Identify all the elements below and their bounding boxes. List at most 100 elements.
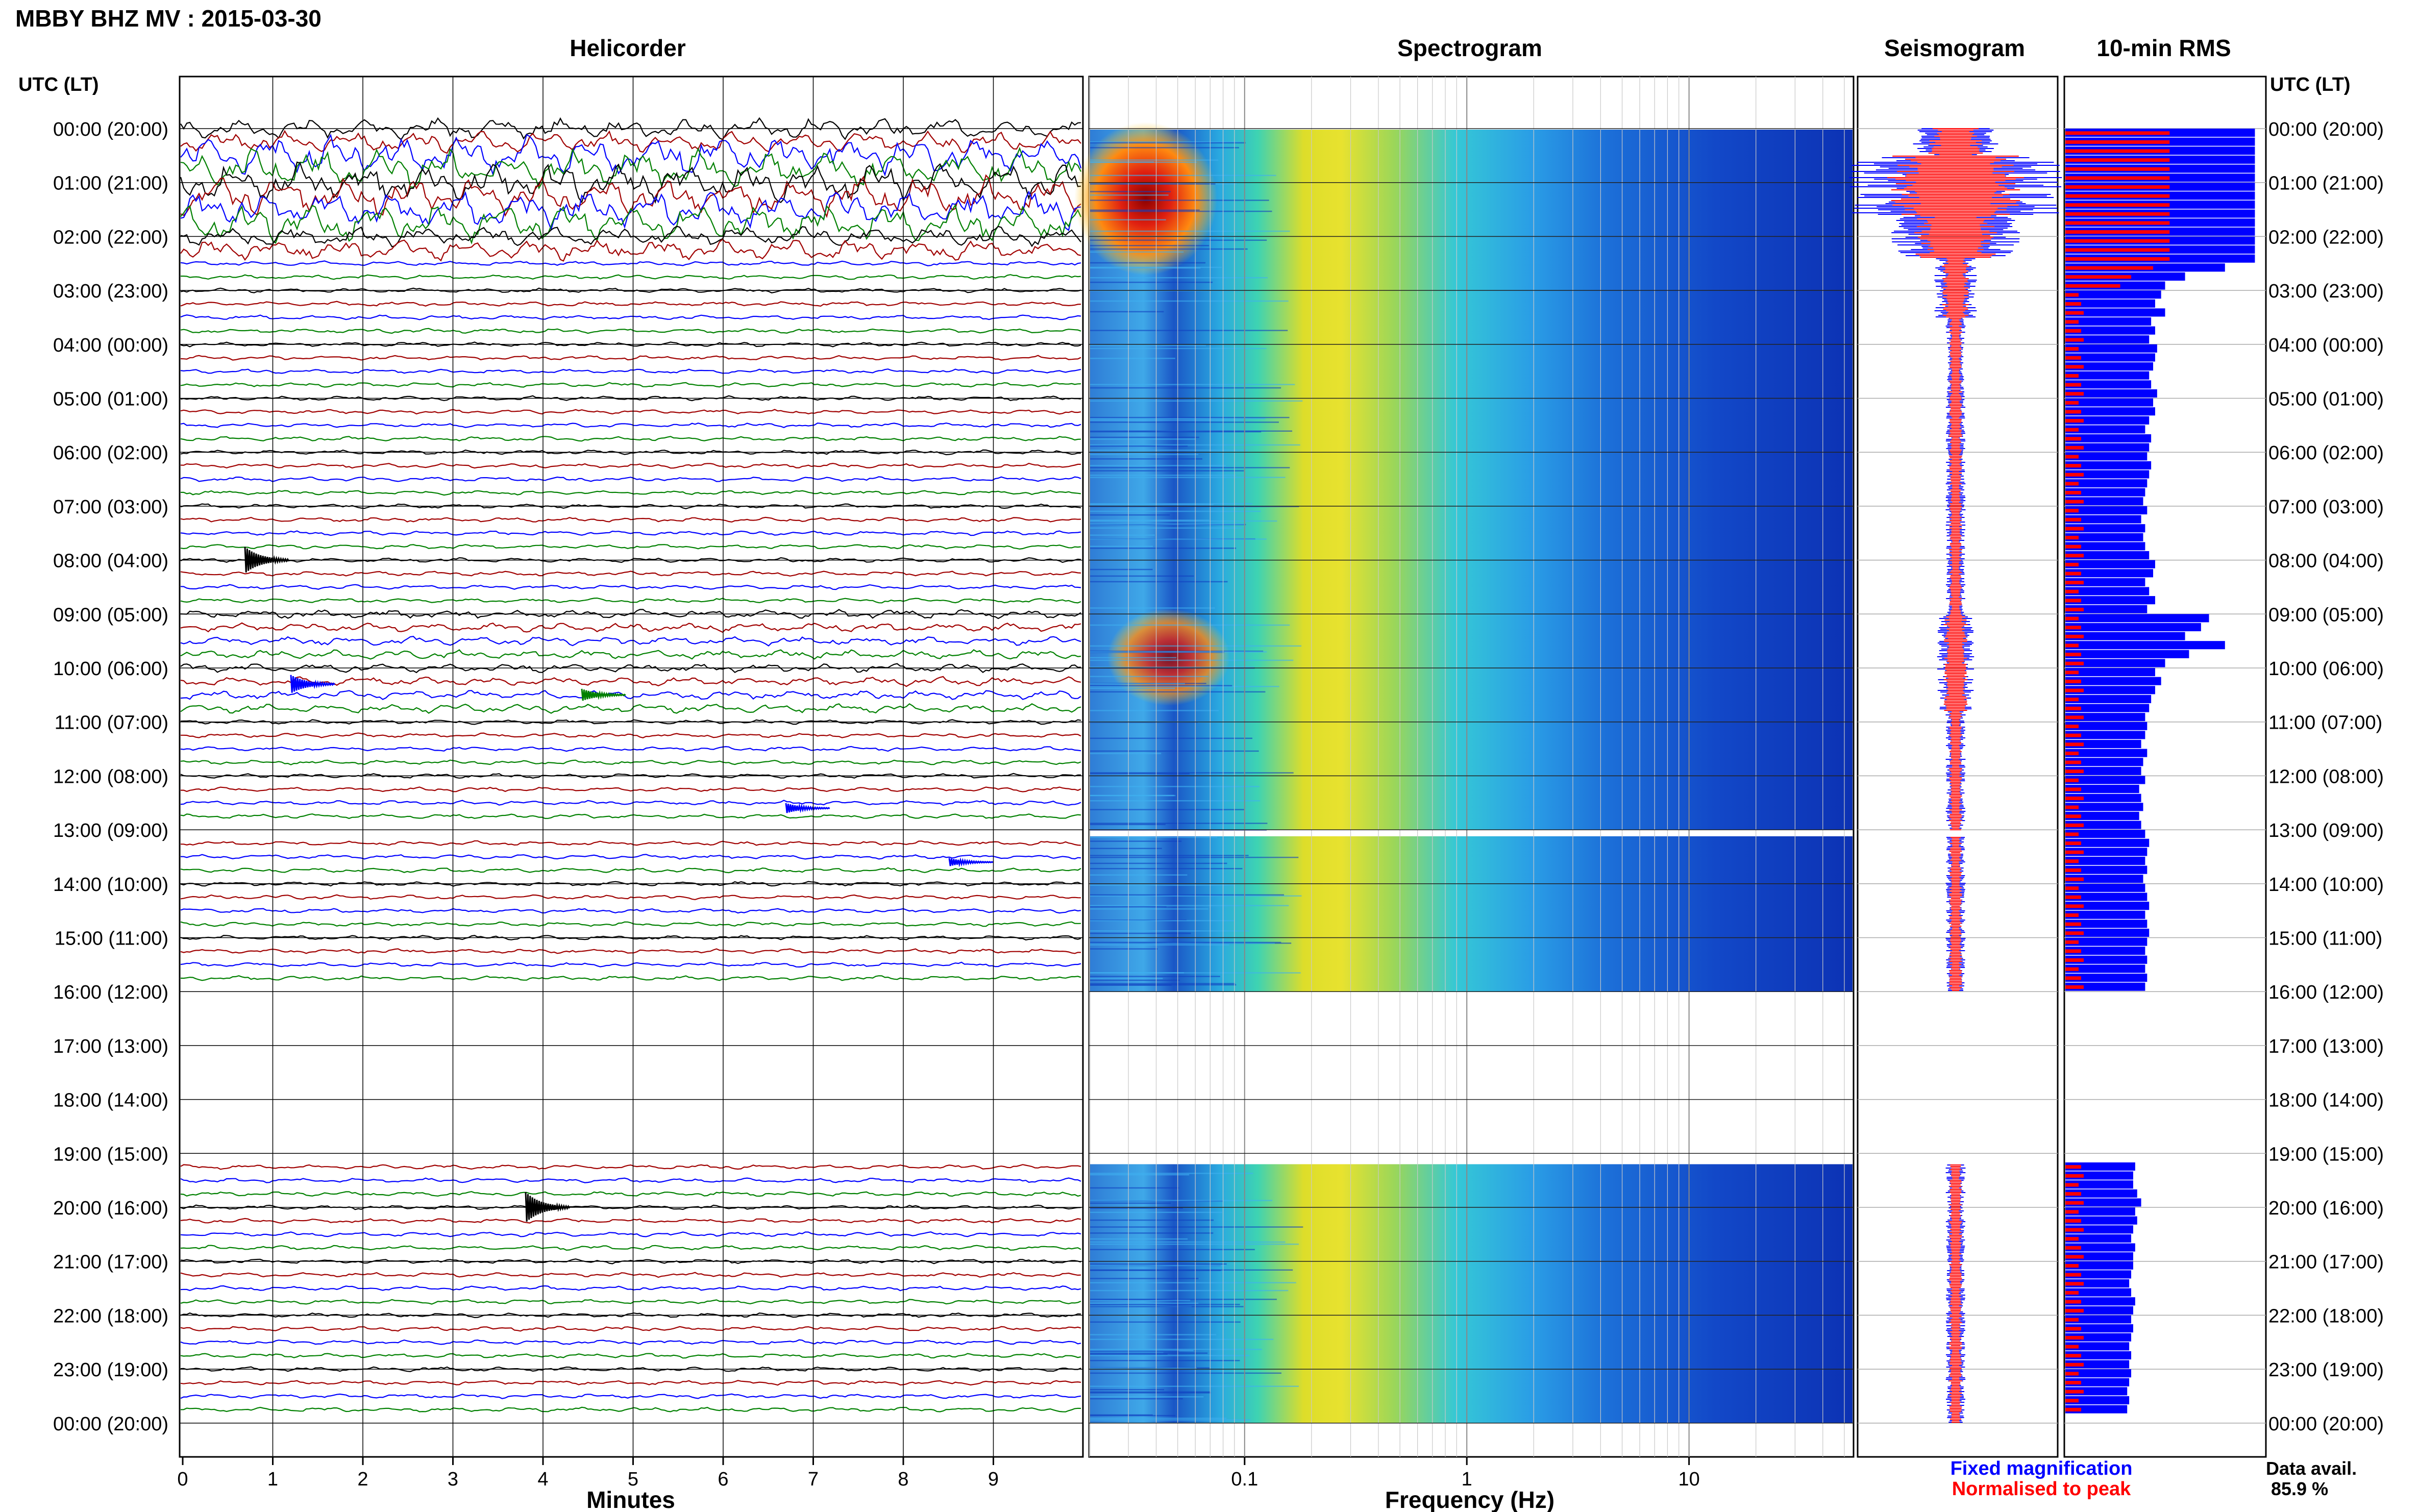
spectrogram-streak xyxy=(1090,1372,1281,1374)
minute-tick-label: 4 xyxy=(537,1469,548,1490)
spectrogram-streak xyxy=(1090,976,1220,977)
spectrogram-streak xyxy=(1090,750,1259,752)
rms-bar xyxy=(2065,668,2155,677)
spectrogram-streak xyxy=(1090,1302,1199,1304)
figure-title: MBBY BHZ MV : 2015-03-30 xyxy=(15,5,322,32)
rms-normalised-bar xyxy=(2065,1201,2084,1205)
helicorder-frame xyxy=(179,76,1084,1458)
hour-label-left: 12:00 (08:00) xyxy=(53,766,168,787)
rms-bar xyxy=(2065,964,2145,973)
rms-bar xyxy=(2065,317,2152,326)
utc-header-left: UTC (LT) xyxy=(18,74,99,95)
rms-normalised-bar xyxy=(2065,1291,2079,1295)
hour-label-right: 02:00 (22:00) xyxy=(2268,227,2384,248)
spectrogram-streak xyxy=(1090,645,1302,647)
spectrogram-streak xyxy=(1090,454,1199,455)
spectrogram-streak xyxy=(1090,175,1276,177)
helicorder-trace xyxy=(180,422,1081,428)
hour-label-left: 02:00 (22:00) xyxy=(53,227,168,248)
hour-label-left: 01:00 (21:00) xyxy=(53,173,168,194)
spectrogram-streak xyxy=(1090,972,1184,974)
rms-bar xyxy=(2065,443,2150,452)
spectrogram-streak xyxy=(1090,1414,1153,1416)
rms-normalised-bar xyxy=(2065,1372,2079,1376)
rms-bar xyxy=(2065,1378,2130,1386)
spectrogram-streak xyxy=(1090,856,1299,858)
spectrogram-streak xyxy=(1090,210,1272,212)
helicorder-event xyxy=(948,857,994,867)
spectrogram-streak xyxy=(1090,983,1236,984)
rms-normalised-bar xyxy=(2065,796,2084,800)
rms-normalised-bar xyxy=(2065,572,2081,576)
rms-normalised-bar xyxy=(2065,859,2079,863)
spectrogram-streak xyxy=(1090,686,1279,687)
spectrogram-streak xyxy=(1090,161,1197,163)
spectrogram-streak xyxy=(1090,194,1169,196)
hour-label-left: 11:00 (07:00) xyxy=(55,712,168,734)
rms-bar xyxy=(2065,955,2148,964)
helicorder-trace xyxy=(180,544,1081,550)
hour-label-left: 10:00 (06:00) xyxy=(53,658,168,680)
spectrogram-streak xyxy=(1090,527,1243,529)
minute-tick-label: 3 xyxy=(448,1469,458,1490)
spectrogram-data-block xyxy=(1090,1164,1853,1423)
minute-tick-label: 6 xyxy=(718,1469,728,1490)
helicorder-event xyxy=(290,675,335,693)
rms-normalised-bar xyxy=(2065,131,2170,135)
helicorder-trace xyxy=(180,800,1081,806)
helicorder-trace xyxy=(180,287,1081,293)
hour-label-right: 23:00 (19:00) xyxy=(2268,1359,2384,1381)
rms-bar xyxy=(2065,910,2145,919)
spectrogram-streak xyxy=(1090,209,1200,211)
rms-bar xyxy=(2065,686,2155,695)
frequency-tick-label: 0.1 xyxy=(1231,1469,1258,1490)
spectrogram-streak xyxy=(1090,1238,1188,1240)
rms-bar xyxy=(2065,677,2161,685)
spectrogram-streak xyxy=(1090,874,1188,876)
rms-bar xyxy=(2065,695,2152,703)
spectrogram-streak xyxy=(1090,1278,1199,1279)
minute-tick-label: 5 xyxy=(628,1469,638,1490)
spectrogram-streak xyxy=(1090,905,1289,906)
rms-normalised-bar xyxy=(2065,482,2079,486)
hour-label-right: 17:00 (13:00) xyxy=(2268,1036,2384,1057)
spectrogram-streak xyxy=(1090,575,1194,577)
rms-normalised-bar xyxy=(2065,1362,2084,1367)
rms-bar xyxy=(2065,973,2148,982)
rms-normalised-bar xyxy=(2065,770,2084,774)
rms-normalised-bar xyxy=(2065,976,2081,980)
spectrogram-streak xyxy=(1090,281,1213,283)
spectrogram-streak xyxy=(1090,348,1267,350)
helicorder-trace xyxy=(180,1285,1081,1292)
rms-bar xyxy=(2065,344,2157,353)
helicorder-trace xyxy=(180,840,1081,846)
rms-bar xyxy=(2065,937,2148,946)
spectrogram-streak xyxy=(1090,431,1262,433)
helicorder-trace xyxy=(180,226,1081,247)
rms-bar xyxy=(2065,1324,2133,1333)
spectrogram-streak xyxy=(1090,624,1290,626)
spectrogram-streak xyxy=(1090,683,1185,685)
spectrogram-streak xyxy=(1090,1391,1211,1393)
spectrogram-streak xyxy=(1090,504,1214,506)
seismogram-title: Seismogram xyxy=(1884,35,2025,61)
spectrogram-streak xyxy=(1090,685,1232,686)
spectrogram-streak xyxy=(1090,657,1177,659)
helicorder-trace xyxy=(180,1353,1081,1359)
hour-label-left: 19:00 (15:00) xyxy=(53,1144,168,1165)
rms-normalised-bar xyxy=(2065,257,2170,261)
helicorder-trace xyxy=(180,314,1081,320)
helicorder-trace xyxy=(180,663,1081,674)
data-avail-value: 85.9 % xyxy=(2271,1478,2328,1499)
helicorder-trace xyxy=(180,1164,1081,1170)
spectrogram-streak xyxy=(1090,458,1202,460)
rms-normalised-bar xyxy=(2065,1192,2081,1196)
spectrogram-streak xyxy=(1090,387,1281,389)
hour-label-left: 22:00 (18:00) xyxy=(53,1305,168,1327)
rms-bar xyxy=(2065,1342,2130,1351)
helicorder-trace xyxy=(180,1231,1081,1237)
hour-label-right: 16:00 (12:00) xyxy=(2268,982,2384,1003)
helicorder-trace xyxy=(180,894,1081,901)
rms-normalised-bar xyxy=(2065,1165,2081,1169)
rms-normalised-bar xyxy=(2065,1407,2081,1411)
